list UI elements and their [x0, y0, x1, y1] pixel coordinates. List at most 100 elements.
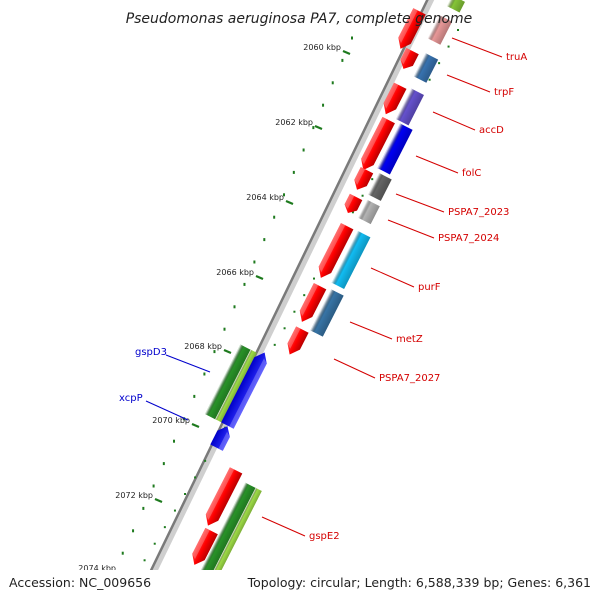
scale-dot [203, 372, 206, 376]
scale-dot [273, 215, 276, 219]
scale-dot [121, 551, 124, 555]
scale-dot [341, 58, 344, 62]
summary-text: Topology: circular; Length: 6,588,339 bp… [247, 575, 591, 590]
tick-label: 2070 kbp [152, 416, 190, 425]
outer-dot [184, 493, 187, 495]
outer-dot [361, 194, 364, 197]
outer-dot [194, 476, 197, 479]
feature-box [331, 230, 371, 290]
feature-box-shade [368, 173, 392, 201]
forward-cds-arrow-shape [192, 527, 218, 565]
gsp-band-light-shade [215, 349, 257, 423]
outer-dot [283, 327, 286, 330]
forward-cds-arrow-shine [318, 222, 346, 273]
reverse-cds-arrow [221, 352, 267, 429]
outer-dot [204, 459, 207, 462]
gene-label-pspa7_2027: PSPA7_2027 [379, 373, 440, 384]
gsp-band-light-shade [210, 487, 262, 581]
forward-cds-arrow-shine [344, 193, 355, 209]
forward-cds-arrow-shape [287, 326, 309, 355]
scale-dot [142, 506, 145, 510]
feature-box-shade [447, 0, 465, 13]
gene-label-accd: accD [479, 125, 504, 136]
forward-cds-arrow-shine [192, 527, 210, 560]
genome-backbone [135, 0, 435, 600]
forward-cds-arrow-shine [361, 116, 387, 165]
reverse-cds-track [210, 352, 267, 451]
outer-dot [303, 294, 306, 297]
forward-cds-arrow-shape [400, 47, 419, 69]
scale-dot [173, 439, 176, 443]
forward-cds-arrow-shape [205, 467, 243, 526]
gsp-band-dark-shade [204, 344, 252, 420]
tick-mark [191, 422, 200, 429]
scale-dot [213, 350, 216, 354]
outer-dot [438, 62, 441, 65]
scale-dot [243, 282, 246, 286]
outer-dot [371, 178, 374, 181]
scale-dot [312, 126, 315, 130]
gene-leader-line [349, 321, 393, 340]
gene-leader-line [446, 74, 491, 93]
outer-dot [457, 29, 459, 31]
gene-leader-line [333, 358, 376, 379]
scale-dot [193, 394, 196, 398]
feature-box [396, 88, 424, 126]
forward-cds-arrow [299, 283, 327, 322]
forward-cds-arrow [361, 116, 395, 170]
gsp-band-light [215, 349, 257, 423]
forward-cds-arrow-shine [205, 467, 235, 520]
gene-label-xcpp: xcpP [119, 393, 143, 404]
feature-box-shade [331, 230, 371, 290]
forward-cds-arrow-shine [299, 283, 319, 317]
forward-cds-arrow-shape [383, 82, 407, 115]
genome-backbone-edge [135, 0, 429, 600]
tick-mark [255, 274, 264, 281]
forward-cds-arrow-shine [287, 326, 301, 349]
gene-leader-line [451, 37, 503, 58]
outer-dot [351, 211, 354, 214]
feature-box-shade [413, 53, 439, 83]
scale-dot [233, 305, 236, 309]
forward-cds-arrow [400, 47, 419, 69]
forward-cds-arrow [354, 167, 374, 190]
tick-mark [154, 497, 163, 504]
forward-cds-arrow-shape [361, 116, 395, 170]
outer-dot [447, 45, 450, 48]
gene-label-trpf: trpF [494, 87, 514, 98]
tick-label: 2064 kbp [246, 193, 284, 202]
scale-dot [152, 484, 155, 488]
feature-box [377, 123, 413, 175]
gene-label-folc: folC [462, 168, 481, 179]
feature-box [427, 15, 453, 45]
scale-dot [283, 193, 286, 197]
gene-leader-line [395, 193, 445, 213]
forward-cds-arrow [398, 8, 426, 49]
outer-dot [293, 310, 296, 313]
scale-ring [101, 36, 353, 600]
gene-leader-line [415, 155, 459, 174]
feature-box [358, 199, 380, 225]
accession-text: Accession: NC_009656 [9, 575, 151, 590]
gsp-band-dark [204, 344, 252, 420]
tick-label: 2062 kbp [275, 118, 313, 127]
feature-box-shade [358, 199, 380, 225]
gene-label-gspd3: gspD3 [135, 347, 167, 358]
reverse-cds-arrow-shine [229, 358, 267, 429]
outer-dot [428, 78, 431, 81]
feature-track [199, 0, 465, 581]
feature-box-shade [427, 15, 453, 45]
scale-dot [322, 103, 325, 107]
forward-cds-arrow [383, 82, 407, 115]
map-title: Pseudomonas aeruginosa PA7, complete gen… [126, 11, 473, 27]
forward-cds-arrow-shape [354, 167, 374, 190]
gene-leader-line [145, 400, 189, 421]
scale-dot [302, 148, 305, 152]
gene-label-purf: purF [418, 282, 441, 293]
gene-leader-line [370, 267, 415, 288]
footer-bar [0, 570, 600, 600]
forward-cds-arrow-shape [299, 283, 327, 322]
forward-cds-arrow-shape [344, 193, 363, 214]
gene-label-trua: truA [506, 52, 527, 63]
